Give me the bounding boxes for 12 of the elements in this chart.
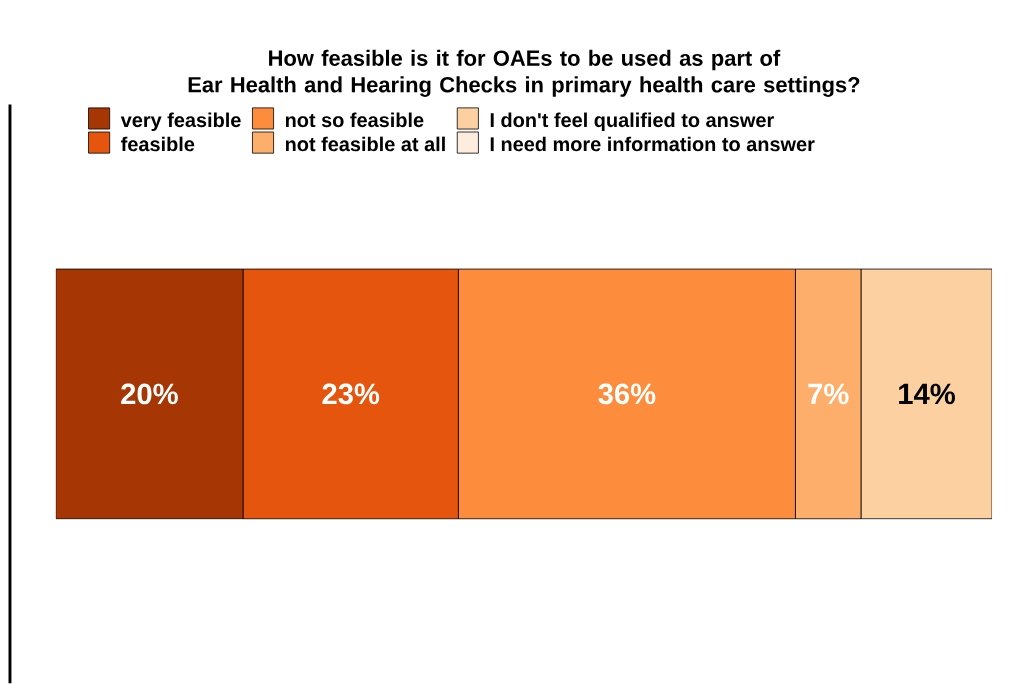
data-label: 14%: [899, 383, 955, 405]
data-label: 36%: [598, 383, 656, 405]
legend-label: not so feasible: [285, 112, 424, 128]
legend-label: not feasible at all: [285, 136, 445, 152]
legend-label: I need more information to answer: [490, 136, 815, 152]
data-label: 20%: [121, 383, 178, 405]
data-label: 7%: [808, 383, 849, 405]
legend-label: very feasible: [120, 112, 241, 132]
data-label: 23%: [322, 383, 380, 405]
legend-label: I don't feel qualified to answer: [490, 112, 774, 132]
legend-label: feasible: [121, 136, 195, 152]
chart-title: How feasible is it for OAEs to be used as part of Ear Health and Hearing Checks in primary health care settings?: [188, 49, 860, 98]
